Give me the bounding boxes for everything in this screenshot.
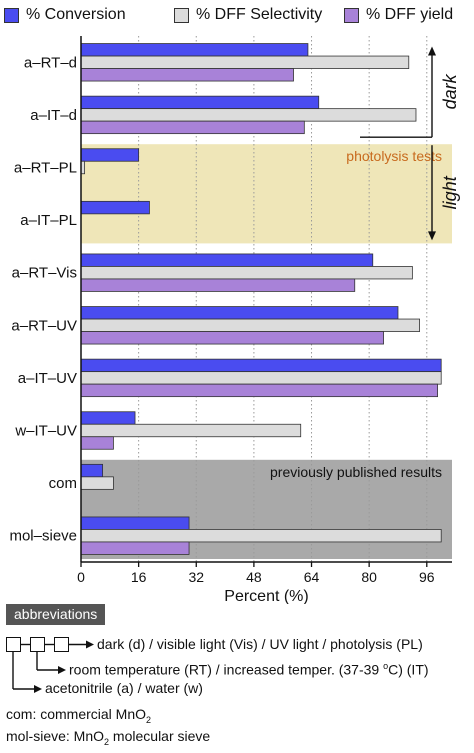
code-box-2 (30, 637, 45, 652)
bar-1-7 (80, 423, 302, 438)
abbrev-line-molsieve-post: molecular sieve (109, 728, 211, 744)
bar-2-7 (80, 436, 114, 450)
category-label-7: w–IT–UV (14, 423, 77, 440)
dark-arrow-head (428, 46, 436, 56)
bar-0-7 (80, 411, 136, 425)
region-0 (81, 144, 452, 244)
bar-0-0 (80, 43, 309, 57)
legend-swatch-selectivity (174, 7, 189, 23)
bar-2-5 (80, 331, 384, 345)
bar-2-1 (80, 120, 305, 135)
bar-0-2 (80, 148, 140, 162)
x-tick-label-0: 0 (77, 569, 85, 585)
x-tick-label-6: 96 (419, 569, 435, 585)
code-box-1 (6, 637, 21, 652)
bar-0-9 (80, 516, 190, 530)
legend-swatch-yield (344, 7, 359, 23)
bar-0-3 (80, 200, 150, 215)
bar-2-4 (80, 278, 356, 292)
abbrev-line-com-sub: 2 (146, 714, 152, 725)
bar-1-1 (80, 108, 417, 122)
abbrev-line-temperature: room temperature (RT) / increased temper… (69, 661, 429, 678)
side-label-light: light (440, 175, 460, 209)
bar-1-6 (80, 371, 442, 385)
bar-1-5 (80, 318, 420, 332)
x-axis-title: Percent (%) (224, 588, 308, 604)
code-box-3 (54, 637, 69, 652)
bar-0-8 (80, 463, 104, 478)
abbrev-line-temperature-post: C) (IT) (388, 661, 429, 678)
bar-0-1 (80, 95, 320, 110)
abbrev-line-molsieve-pre: mol-sieve: MnO (6, 728, 105, 744)
abbrev-line-molsieve: mol-sieve: MnO2 molecular sieve (6, 728, 210, 747)
category-label-1: a–IT–d (30, 107, 77, 124)
bar-2-6 (80, 383, 438, 398)
legend-swatch-conversion (4, 7, 19, 23)
x-tick-label-2: 32 (188, 569, 204, 585)
category-label-2: a–RT–PL (14, 160, 77, 177)
bar-0-6 (80, 358, 442, 373)
bar-0-4 (80, 253, 374, 267)
legend: % Conversion % DFF Selectivity % DFF yie… (0, 0, 474, 32)
bar-1-4 (80, 266, 413, 280)
bar-2-0 (80, 68, 294, 82)
bar-1-0 (80, 55, 410, 69)
legend-item-conversion: % Conversion (4, 6, 126, 24)
category-label-9: mol–sieve (9, 528, 77, 545)
abbrev-line-temperature-pre: room temperature (RT) / increased temper… (69, 661, 384, 678)
category-label-0: a–RT–d (24, 54, 77, 71)
x-tick-label-4: 64 (304, 569, 320, 585)
light-arrow-head (428, 231, 436, 241)
region-label-published: previously published results (270, 464, 442, 480)
category-label-8: com (49, 475, 77, 492)
bar-2-9 (80, 541, 190, 555)
bar-0-5 (80, 306, 399, 320)
abbrev-line-light: dark (d) / visible light (Vis) / UV ligh… (97, 636, 423, 652)
abbrev-line-molsieve-sub: 2 (104, 736, 110, 747)
abbreviations-panel: abbreviations dark (d) / visible light (… (0, 604, 474, 753)
abbreviations-title: abbreviations (6, 604, 106, 625)
bar-1-9 (80, 529, 442, 543)
category-label-4: a–RT–Vis (12, 265, 77, 282)
x-tick-label-3: 48 (246, 569, 262, 585)
legend-label-conversion: % Conversion (26, 6, 126, 23)
side-label-dark: dark (440, 73, 460, 109)
x-tick-label-1: 16 (131, 569, 147, 585)
legend-label-yield: % DFF yield (366, 6, 454, 23)
legend-item-yield: % DFF yield (344, 6, 453, 24)
legend-item-selectivity: % DFF Selectivity (174, 6, 322, 24)
abbrev-line-com-pre: com: commercial MnO (6, 706, 147, 722)
abbrev-line-com: com: commercial MnO2 (6, 706, 151, 725)
bar-chart: a–RT–d a–IT–d a–RT–PL a–IT–PL a–RT–Vis a–RT–U… (9, 36, 460, 604)
category-label-5: a–RT–UV (11, 317, 77, 334)
degree-sup: o (383, 661, 389, 671)
bar-1-8 (80, 476, 114, 490)
x-tick-label-5: 80 (361, 569, 377, 585)
category-label-6: a–IT–UV (18, 370, 77, 387)
region-label-photolysis: photolysis tests (346, 148, 442, 164)
abbrev-line-solvent: acetonitrile (a) / water (w) (45, 680, 203, 696)
abbreviation-connectors (12, 640, 94, 693)
category-label-3: a–IT–PL (20, 212, 77, 229)
legend-label-selectivity: % DFF Selectivity (196, 6, 323, 23)
